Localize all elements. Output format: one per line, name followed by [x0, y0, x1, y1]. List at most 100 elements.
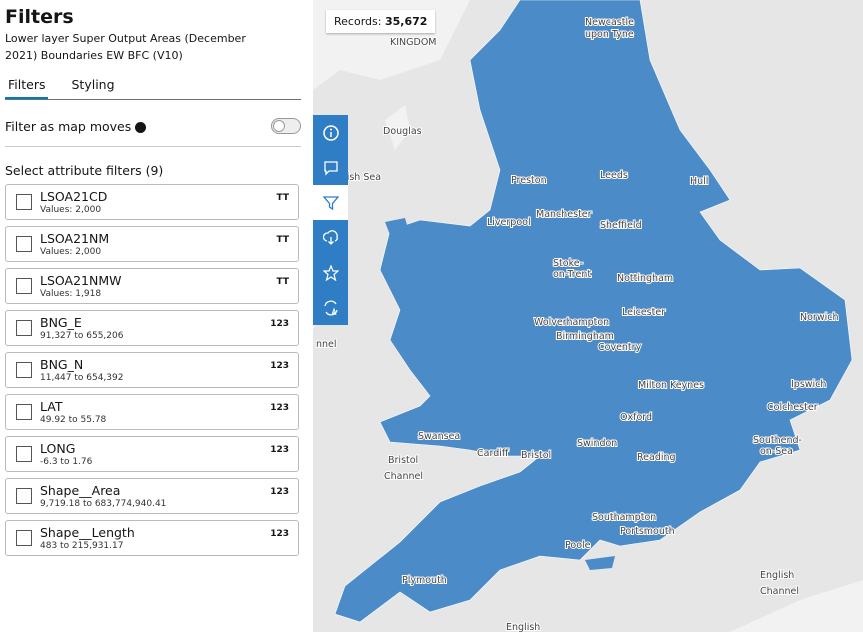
place-label: on-Trent	[553, 269, 591, 280]
filter-desc: 483 to 215,931.17	[40, 541, 124, 551]
filter-item[interactable]: BNG_N 11,447 to 654,392 123	[5, 352, 299, 388]
map[interactable]: Newcastle upon Tyne KINGDOM Douglas Irish Se…	[313, 0, 863, 632]
place-label: Channel	[760, 586, 799, 597]
filter-item[interactable]: Shape__Area 9,719.18 to 683,774,940.41 123	[5, 478, 299, 514]
section-label: Select attribute filters (9)	[5, 163, 164, 178]
checkbox[interactable]	[16, 194, 32, 210]
panel-subtitle: Lower layer Super Output Areas (December…	[5, 32, 246, 62]
england-wales	[334, 0, 853, 623]
filter-desc: 11,447 to 654,392	[40, 373, 124, 383]
place-label: Swindon	[577, 438, 617, 449]
filter-desc: 49.92 to 55.78	[40, 415, 107, 425]
place-label: Bristol	[521, 450, 551, 461]
place-label: Southend-	[753, 435, 802, 446]
field-type-icon: 123	[270, 529, 289, 539]
records-badge: Records: 35,672	[326, 10, 436, 33]
place-label: Nottingham	[617, 273, 673, 284]
field-type-icon: 123	[270, 445, 289, 455]
filter-tool[interactable]	[313, 185, 348, 220]
toggle-label: Filter as map moves	[5, 118, 132, 134]
download-tool[interactable]	[313, 220, 348, 255]
place-label: Newcastle	[585, 17, 634, 28]
isle-of-wight	[585, 556, 615, 570]
checkbox[interactable]	[16, 446, 32, 462]
checkbox[interactable]	[16, 362, 32, 378]
filter-item[interactable]: LAT 49.92 to 55.78 123	[5, 394, 299, 430]
checkbox[interactable]	[16, 530, 32, 546]
filter-name: LONG	[40, 441, 76, 456]
place-label: Manchester	[536, 209, 592, 220]
land	[730, 580, 863, 632]
bookmark-tool[interactable]	[313, 255, 348, 290]
filter-item[interactable]: Shape__Length 483 to 215,931.17 123	[5, 520, 299, 556]
filter-item[interactable]: BNG_E 91,327 to 655,206 123	[5, 310, 299, 346]
filter-item[interactable]: LONG -6.3 to 1.76 123	[5, 436, 299, 472]
place-label: Southampton	[592, 512, 656, 523]
filter-desc: Values: 1,918	[40, 289, 102, 299]
checkbox[interactable]	[16, 404, 32, 420]
comment-tool[interactable]	[313, 150, 348, 185]
anglesey	[385, 218, 410, 240]
place-label: Stoke-	[553, 258, 583, 269]
toolbar	[313, 115, 348, 325]
toggle-row: Filter as map moves	[5, 118, 301, 147]
filter-name: LAT	[40, 399, 63, 414]
place-label: Hull	[690, 176, 708, 187]
translate-tool[interactable]	[313, 290, 348, 325]
checkbox[interactable]	[16, 278, 32, 294]
filter-name: BNG_N	[40, 357, 84, 372]
filter-desc: Values: 2,000	[40, 247, 102, 257]
filter-panel: Filters Lower layer Super Output Areas (…	[0, 0, 313, 632]
place-label: Liverpool	[487, 217, 531, 228]
filter-name: Shape__Area	[40, 483, 121, 498]
filter-desc: -6.3 to 1.76	[40, 457, 93, 467]
filter-name: LSOA21NM	[40, 231, 110, 246]
checkbox[interactable]	[16, 236, 32, 252]
place-label: Oxford	[620, 412, 652, 423]
filter-desc: 9,719.18 to 683,774,940.41	[40, 499, 167, 509]
place-label: Bristol	[388, 455, 418, 466]
info-tool[interactable]	[313, 115, 348, 150]
tab[interactable]: Styling	[71, 77, 115, 92]
place-label: Leicester	[622, 307, 665, 318]
filter-desc: Values: 2,000	[40, 205, 102, 215]
filter-name: Shape__Length	[40, 525, 135, 540]
land	[385, 105, 410, 150]
checkbox[interactable]	[16, 320, 32, 336]
place-label: Irish Sea	[340, 172, 381, 183]
field-type-icon: TT	[276, 277, 290, 287]
panel-title: Filters	[5, 6, 74, 28]
tabs: Filters Styling	[5, 73, 301, 100]
info-icon[interactable]	[135, 121, 147, 133]
filter-item[interactable]: LSOA21CD Values: 2,000 TT	[5, 184, 299, 220]
place-label: Portsmouth	[620, 526, 675, 537]
place-label: Poole	[565, 540, 591, 551]
place-label: Colchester	[767, 402, 818, 413]
place-label: Cardiff	[477, 448, 509, 459]
filter-item[interactable]: LSOA21NMW Values: 1,918 TT	[5, 268, 299, 304]
place-label: Milton Keynes	[638, 380, 704, 391]
place-label: Swansea	[418, 431, 460, 442]
records-label: Records:	[334, 15, 382, 28]
place-label: Coventry	[598, 342, 642, 353]
place-label: on-Sea	[760, 446, 793, 457]
filter-name: LSOA21CD	[40, 189, 108, 204]
place-label: Douglas	[383, 126, 422, 137]
place-label: KINGDOM	[390, 37, 437, 48]
filter-list: LSOA21CD Values: 2,000 TT LSOA21NM Values: 2…	[5, 184, 308, 556]
field-type-icon: 123	[270, 403, 289, 413]
place-label: Preston	[511, 175, 547, 186]
place-label: Plymouth	[402, 575, 447, 586]
tab[interactable]: Filters	[5, 73, 49, 99]
place-label: Sheffield	[600, 220, 642, 231]
field-type-icon: 123	[270, 361, 289, 371]
field-type-icon: TT	[276, 193, 290, 203]
field-type-icon: 123	[270, 487, 289, 497]
checkbox[interactable]	[16, 488, 32, 504]
filter-item[interactable]: LSOA21NM Values: 2,000 TT	[5, 226, 299, 262]
place-label: Reading	[637, 452, 676, 463]
place-label: Norwich	[800, 312, 838, 323]
toggle[interactable]	[271, 118, 301, 134]
